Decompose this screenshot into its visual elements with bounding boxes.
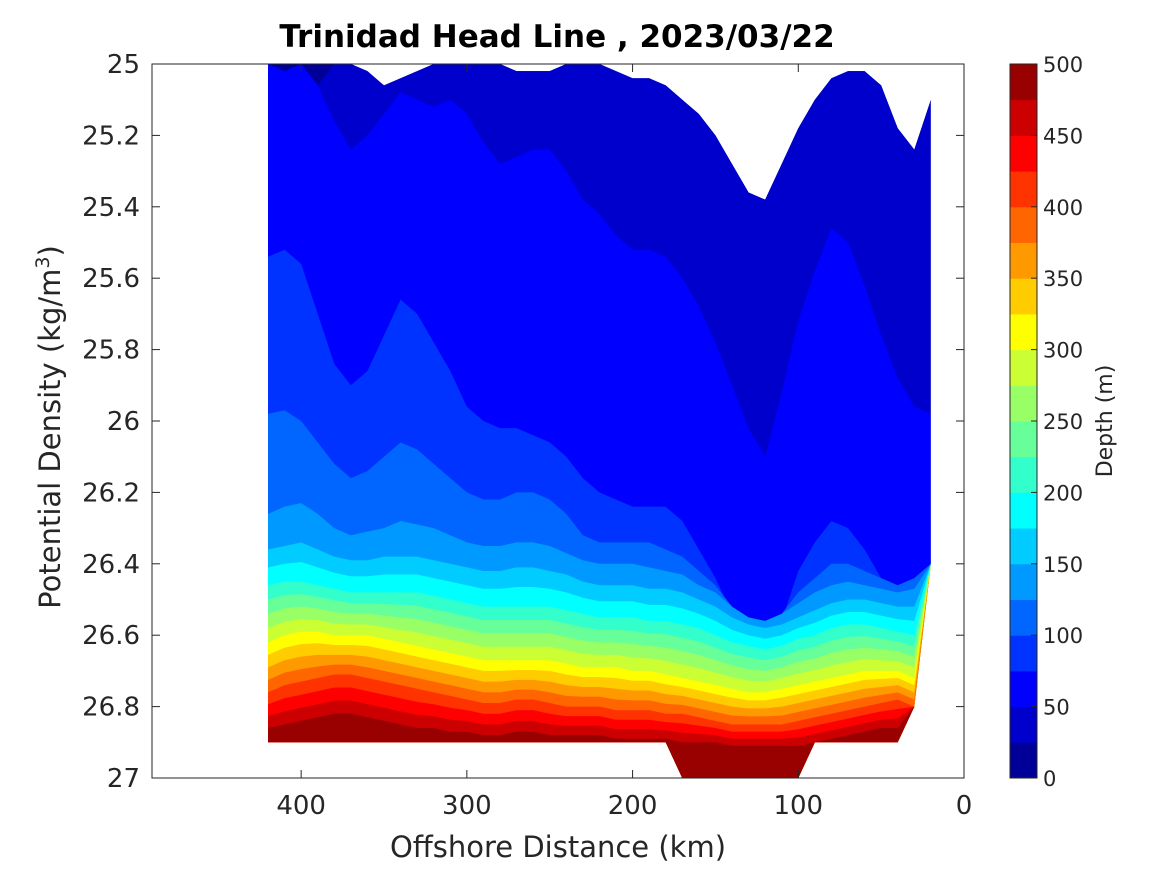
colorbar-swatch — [1010, 742, 1037, 779]
x-tick-label: 200 — [608, 791, 658, 821]
colorbar-swatch — [1010, 278, 1037, 315]
y-tick-label: 25.2 — [82, 121, 140, 151]
contour-band — [268, 563, 931, 778]
no-data-left — [152, 64, 268, 778]
y-tick-label: 25.6 — [82, 264, 140, 294]
y-tick-label: 26 — [107, 407, 140, 437]
colorbar-swatch — [1010, 242, 1037, 279]
colorbar-tick-label: 200 — [1043, 481, 1083, 505]
y-axis-title-text: Potential Density (kg/m — [33, 269, 67, 609]
colorbar-title: Depth (m) — [1093, 365, 1118, 478]
colorbar: 0 50 100 150 200 250 300 350 400 450 500 — [1009, 53, 1083, 791]
colorbar-tick-label: 250 — [1043, 410, 1083, 434]
chart-title: Trinidad Head Line , 2023/03/22 — [279, 19, 834, 55]
contour-fill-layer — [152, 64, 964, 778]
colorbar-tick-label: 300 — [1043, 339, 1083, 363]
y-tick-label: 26.6 — [82, 621, 140, 651]
colorbar-swatch — [1010, 492, 1037, 529]
colorbar-swatch — [1010, 670, 1037, 708]
y-tick-label: 26.4 — [82, 550, 140, 580]
colorbar-tick-label: 150 — [1043, 553, 1083, 577]
colorbar-swatch — [1010, 171, 1037, 208]
y-tick-label: 25.4 — [82, 193, 140, 223]
colorbar-swatch — [1010, 385, 1037, 422]
colorbar-tick-label: 450 — [1043, 124, 1083, 148]
colorbar-swatch — [1010, 635, 1037, 672]
colorbar-swatch — [1010, 313, 1037, 351]
contour-band — [268, 563, 931, 778]
colorbar-tick-label: 500 — [1043, 53, 1083, 77]
colorbar-swatch — [1010, 135, 1037, 172]
x-tick-label: 100 — [773, 791, 823, 821]
y-tick-label: 25 — [107, 50, 140, 80]
x-axis-title: Offshore Distance (km) — [390, 830, 726, 864]
colorbar-swatch — [1010, 64, 1037, 101]
colorbar-swatch — [1010, 206, 1037, 243]
x-tick-label: 300 — [442, 791, 492, 821]
y-tick-label: 25.8 — [82, 336, 140, 366]
colorbar-tick-label: 50 — [1043, 696, 1070, 720]
colorbar-tick-label: 400 — [1043, 196, 1083, 220]
colorbar-swatch — [1010, 421, 1037, 458]
x-tick-label: 0 — [956, 791, 973, 821]
colorbar-swatch — [1010, 456, 1037, 493]
colorbar-tick-label: 350 — [1043, 267, 1083, 291]
y-tick-label: 26.8 — [82, 693, 140, 723]
axes: 400 300 200 100 0 25 25.2 25.4 25.6 25.8 26 26.2 26.… — [82, 50, 972, 821]
x-tick-label: 400 — [276, 791, 326, 821]
y-tick-label: 27 — [107, 764, 140, 794]
colorbar-swatch — [1010, 528, 1037, 565]
colorbar-swatch — [1010, 99, 1037, 136]
colorbar-tick-label: 100 — [1043, 624, 1083, 648]
y-axis-title-superscript: 3 — [32, 256, 54, 268]
colorbar-swatch — [1010, 349, 1037, 386]
colorbar-swatch — [1010, 563, 1037, 600]
y-axis-title: Potential Density (kg/m3) — [32, 245, 67, 609]
colorbar-swatch — [1010, 706, 1037, 743]
colorbar-swatch — [1010, 599, 1037, 636]
y-axis-title-close: ) — [33, 245, 67, 256]
y-tick-label: 26.2 — [82, 478, 140, 508]
colorbar-tick-label: 0 — [1043, 767, 1056, 791]
